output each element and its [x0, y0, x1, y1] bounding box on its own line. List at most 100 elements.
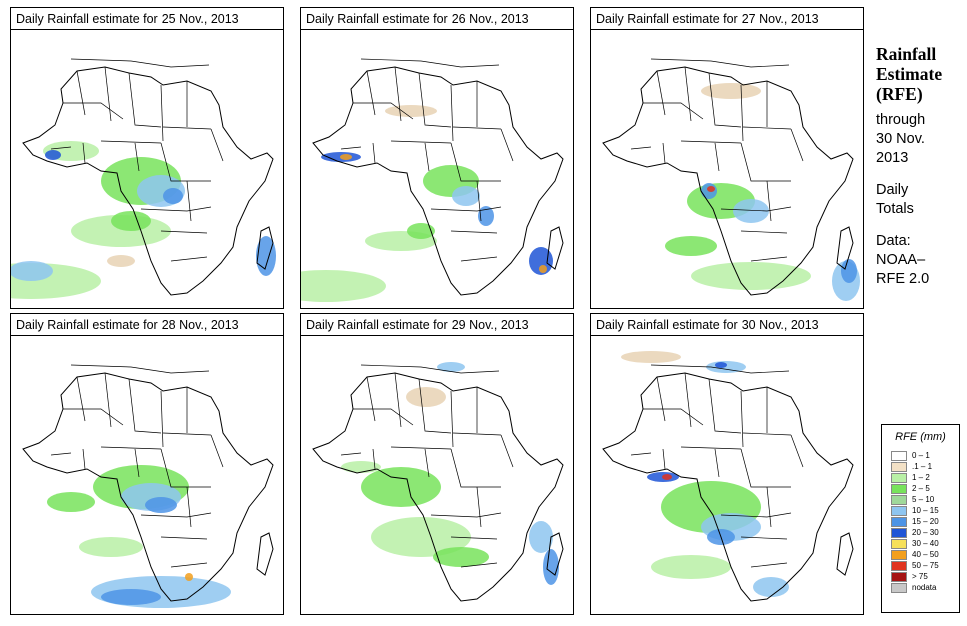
legend-swatch: [891, 572, 907, 582]
country-border: [210, 128, 224, 162]
country-border: [140, 512, 212, 518]
country-border: [740, 230, 788, 234]
country-border: [643, 102, 704, 120]
country-border: [394, 372, 402, 428]
totals-line1: Daily: [876, 182, 909, 198]
legend-swatch: [891, 561, 907, 571]
country-border: [460, 256, 498, 262]
country-border: [50, 146, 72, 150]
rainfall-area: [107, 255, 135, 267]
rainfall-area: [185, 573, 193, 581]
country-border: [372, 142, 376, 164]
rainfall-area: [371, 517, 471, 557]
europe-coast: [650, 364, 790, 374]
rainfall-area: [301, 270, 386, 302]
country-border: [643, 408, 704, 426]
rainfall-area: [433, 547, 489, 567]
africa-rainfall-map: [301, 337, 573, 614]
side-heading-line3: (RFE): [876, 84, 923, 104]
country-border: [790, 434, 804, 468]
legend-label: 20 – 30: [912, 528, 939, 537]
country-border: [100, 446, 162, 450]
europe-coast: [360, 364, 500, 374]
country-border: [662, 448, 666, 470]
legend-label: nodata: [912, 583, 937, 592]
rainfall-panel-27-nov: Daily Rainfall estimate for 27 Nov., 2013: [590, 7, 864, 309]
madagascar-outline: [546, 226, 564, 270]
country-border: [340, 146, 362, 150]
rainfall-area: [539, 265, 547, 273]
legend-swatch: [891, 484, 907, 494]
legend-label: 15 – 20: [912, 517, 939, 526]
rainfall-panel-29-nov: Daily Rainfall estimate for 29 Nov., 2013: [300, 313, 574, 615]
country-border: [766, 180, 772, 222]
rainfall-area: [662, 474, 672, 480]
country-border: [186, 486, 192, 528]
country-border: [394, 66, 402, 122]
country-border: [372, 448, 376, 470]
country-border: [430, 512, 502, 518]
country-border: [714, 142, 720, 172]
rainfall-area: [841, 259, 857, 283]
legend-label: 0 – 1: [912, 451, 930, 460]
country-border: [210, 434, 224, 468]
rainfall-area: [621, 351, 681, 363]
rainfall-area: [45, 150, 61, 160]
country-border: [476, 486, 482, 528]
panel-title-prefix: Daily Rainfall estimate for: [596, 318, 738, 332]
country-border: [476, 180, 482, 222]
country-border: [680, 140, 742, 144]
country-border: [720, 512, 792, 518]
africa-rainfall-map: [591, 31, 863, 308]
rainfall-area: [361, 467, 441, 507]
panel-title-date: 26 Nov., 2013: [451, 12, 529, 26]
country-border: [128, 72, 162, 128]
legend-swatch: [891, 528, 907, 538]
rainfall-area: [753, 577, 789, 597]
country-border: [500, 128, 514, 162]
country-border: [160, 142, 211, 182]
madagascar-outline: [256, 532, 274, 576]
through-date-line2: 2013: [876, 150, 909, 166]
rainfall-panel-30-nov: Daily Rainfall estimate for 30 Nov., 2013: [590, 313, 864, 615]
country-border: [684, 66, 692, 122]
through-label: through: [876, 112, 926, 128]
country-border: [450, 390, 454, 448]
country-border: [82, 142, 86, 164]
rainfall-panel-26-nov: Daily Rainfall estimate for 26 Nov., 2013: [300, 7, 574, 309]
rainfall-area: [407, 223, 435, 239]
country-border: [450, 448, 501, 488]
legend-swatch: [891, 495, 907, 505]
country-border: [162, 126, 212, 130]
country-border: [450, 84, 454, 142]
legend-label: 30 – 40: [912, 539, 939, 548]
africa-rainfall-map: [11, 337, 283, 614]
country-border: [134, 142, 140, 172]
country-border: [450, 536, 498, 540]
country-border: [134, 448, 140, 478]
rainfall-area: [452, 186, 480, 206]
rainfall-area: [478, 206, 494, 226]
side-heading-line2: Estimate: [876, 64, 943, 84]
country-border: [82, 448, 86, 470]
country-border: [160, 230, 208, 234]
country-border: [390, 446, 452, 450]
europe-coast: [360, 58, 500, 68]
rainfall-area: [11, 261, 53, 281]
panel-title-prefix: Daily Rainfall estimate for: [16, 318, 158, 332]
side-info: Rainfall Estimate (RFE) through 30 Nov. …: [876, 44, 964, 289]
panel-title-date: 28 Nov., 2013: [161, 318, 239, 332]
rainfall-area: [163, 188, 183, 204]
rainfall-area: [651, 555, 731, 579]
country-border: [740, 448, 791, 488]
country-border: [500, 434, 514, 468]
country-border: [766, 486, 772, 528]
country-border: [424, 448, 430, 478]
country-border: [353, 102, 414, 120]
rainfall-area: [701, 83, 761, 99]
rainfall-area: [715, 362, 727, 368]
country-border: [104, 66, 112, 122]
panel-title-prefix: Daily Rainfall estimate for: [596, 12, 738, 26]
rainfall-area: [529, 247, 553, 275]
rainfall-area: [665, 236, 717, 256]
